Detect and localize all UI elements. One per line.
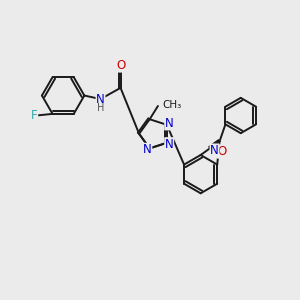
Text: N: N: [96, 93, 105, 106]
Text: CH₃: CH₃: [162, 100, 182, 110]
Text: O: O: [116, 59, 125, 72]
Text: N: N: [165, 138, 173, 151]
Text: N: N: [143, 143, 152, 156]
Text: N: N: [165, 117, 173, 130]
Text: F: F: [31, 109, 38, 122]
Text: O: O: [217, 145, 226, 158]
Text: H: H: [98, 103, 105, 113]
Text: N: N: [210, 144, 219, 157]
